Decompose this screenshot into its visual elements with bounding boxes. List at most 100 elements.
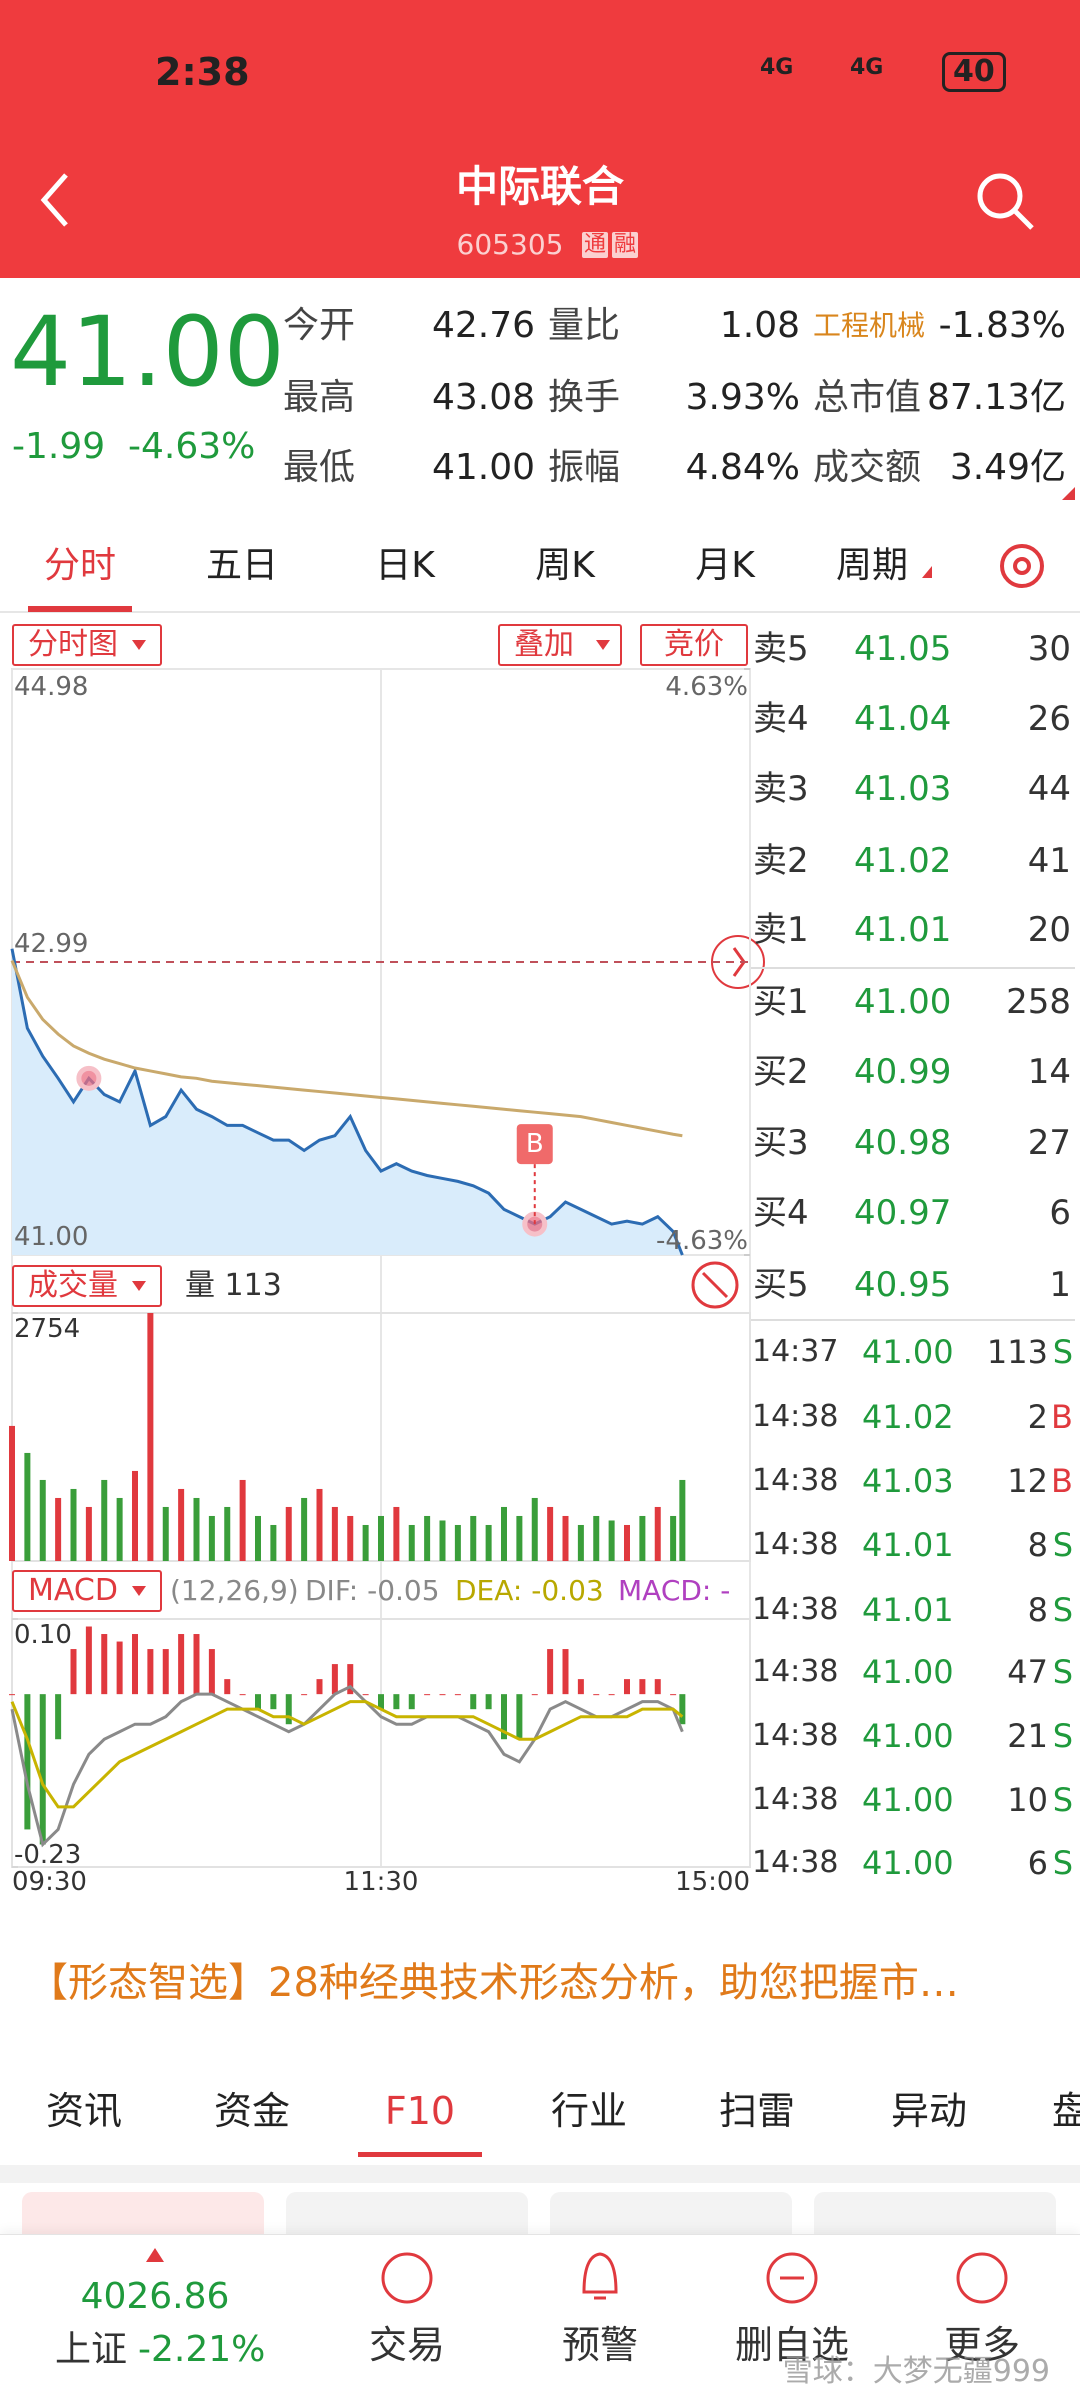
dropdown-arrow bbox=[596, 640, 610, 650]
book-level: 卖2 bbox=[753, 841, 809, 881]
dea-label: DEA: -0.03 bbox=[455, 1574, 604, 1607]
book-price: 40.97 bbox=[854, 1193, 952, 1233]
trade-price: 41.01 bbox=[862, 1591, 954, 1629]
button-label: 叠加 bbox=[514, 627, 574, 662]
info-tab[interactable]: 扫雷 bbox=[718, 2089, 796, 2133]
trade-side: B bbox=[1051, 1398, 1073, 1436]
info-tab[interactable]: 行业 bbox=[550, 2089, 628, 2133]
info-tab[interactable]: 资金 bbox=[213, 2089, 291, 2133]
y-tick-label: 0.10 bbox=[14, 1620, 72, 1650]
period-tab[interactable]: 周K bbox=[535, 545, 595, 586]
trade-volume: 12 bbox=[1007, 1462, 1048, 1500]
book-volume: 14 bbox=[1027, 1052, 1071, 1092]
period-tab[interactable]: 分时 bbox=[43, 545, 117, 586]
x-tick-label: 09:30 bbox=[12, 1867, 87, 1897]
period-tab[interactable]: 五日 bbox=[205, 545, 279, 586]
info-tab[interactable]: F10 bbox=[384, 2089, 456, 2133]
info-tab[interactable]: 异动 bbox=[890, 2089, 968, 2133]
volume-button[interactable] bbox=[12, 1265, 162, 1307]
nav-label[interactable]: 删自选 bbox=[734, 2323, 850, 2367]
stat-value: 41.00 bbox=[431, 447, 535, 488]
volume-bar bbox=[270, 1524, 277, 1561]
status-network: 4G bbox=[760, 55, 794, 80]
button-label: 竞价 bbox=[664, 627, 724, 662]
index-value: 4026.86 bbox=[80, 2276, 230, 2317]
button-label: 成交量 bbox=[28, 1268, 118, 1303]
info-tab[interactable]: 资讯 bbox=[45, 2089, 123, 2133]
trade-time: 14:38 bbox=[752, 1592, 839, 1627]
macd-bar bbox=[679, 1694, 686, 1725]
nav-label[interactable]: 交易 bbox=[368, 2323, 446, 2367]
average-line bbox=[10, 959, 683, 1138]
chart-mode-button[interactable] bbox=[12, 624, 162, 666]
section-separator bbox=[0, 2165, 1080, 2183]
nav-label[interactable]: 预警 bbox=[561, 2323, 639, 2367]
book-volume: 41 bbox=[1027, 841, 1071, 881]
settings-button[interactable] bbox=[1000, 544, 1044, 588]
search-button[interactable] bbox=[977, 173, 1023, 219]
trade-side: S bbox=[1052, 1717, 1073, 1755]
trade-icon[interactable] bbox=[381, 2252, 433, 2304]
volume-bar bbox=[301, 1497, 308, 1561]
macd-bar bbox=[501, 1694, 507, 1740]
back-button[interactable] bbox=[40, 173, 68, 227]
nav-label[interactable]: 更多 bbox=[943, 2323, 1021, 2367]
book-level: 卖5 bbox=[753, 629, 809, 669]
book-price: 41.04 bbox=[854, 699, 952, 739]
stat-label: 今开 bbox=[283, 305, 356, 346]
volume-bar bbox=[132, 1470, 138, 1561]
book-level: 卖1 bbox=[753, 910, 809, 950]
stat-value: 43.08 bbox=[431, 377, 535, 418]
stat-label: 量比 bbox=[548, 305, 621, 346]
trade-price: 41.00 bbox=[862, 1781, 954, 1819]
book-price: 40.95 bbox=[854, 1265, 952, 1305]
trade-side: S bbox=[1052, 1333, 1073, 1371]
trade-price: 41.00 bbox=[862, 1844, 954, 1882]
price-area bbox=[12, 948, 683, 1255]
macd-bar bbox=[347, 1664, 354, 1695]
macd-bar bbox=[316, 1679, 323, 1695]
overlay-button[interactable] bbox=[498, 624, 622, 666]
macd-bar bbox=[485, 1694, 492, 1710]
volume-bar bbox=[239, 1479, 246, 1561]
macd-bar bbox=[147, 1649, 154, 1695]
macd-bar bbox=[24, 1694, 31, 1830]
more-icon[interactable] bbox=[956, 2252, 1008, 2304]
book-price: 41.00 bbox=[854, 982, 952, 1022]
auction-button[interactable] bbox=[640, 624, 748, 666]
macd-bar bbox=[9, 1694, 15, 1696]
fullscreen-arrow bbox=[701, 1271, 729, 1299]
macd-bar bbox=[162, 1649, 169, 1695]
stat-label: 总市值 bbox=[813, 377, 922, 418]
macd-bar bbox=[531, 1694, 538, 1696]
signal-badge bbox=[516, 1124, 553, 1165]
macd-bar bbox=[624, 1679, 630, 1695]
period-tab[interactable]: 月K bbox=[695, 545, 755, 586]
volume-bar bbox=[347, 1515, 354, 1561]
remove-watch-icon[interactable] bbox=[766, 2252, 818, 2304]
book-volume: 1 bbox=[1049, 1265, 1071, 1305]
info-tab[interactable]: 盘 bbox=[1051, 2089, 1080, 2133]
macd-button[interactable] bbox=[12, 1570, 162, 1612]
volume-bar bbox=[101, 1479, 108, 1561]
period-tab[interactable]: 日K bbox=[375, 545, 435, 586]
macd-bar bbox=[378, 1694, 384, 1710]
volume-bar bbox=[316, 1488, 323, 1561]
trade-time: 14:38 bbox=[752, 1463, 839, 1498]
volume-bar bbox=[362, 1524, 369, 1561]
book-volume: 44 bbox=[1027, 769, 1071, 809]
macd-bar bbox=[639, 1679, 646, 1695]
search-handle bbox=[1012, 208, 1034, 230]
volume-bar bbox=[224, 1506, 231, 1561]
badge: 通 bbox=[582, 232, 609, 258]
period-tab[interactable]: 周期 bbox=[835, 545, 909, 586]
fullscreen-button[interactable] bbox=[691, 1261, 739, 1309]
stock-name: 中际联合 bbox=[455, 162, 625, 211]
price-change-pct: -4.63% bbox=[128, 426, 256, 467]
status-time: 2:38 bbox=[155, 50, 250, 94]
alert-icon[interactable] bbox=[582, 2252, 618, 2300]
promo-banner[interactable]: 【形态智选】28种经典技术形态分析，助您把握市… bbox=[28, 1960, 959, 2006]
book-price: 41.05 bbox=[854, 629, 952, 669]
book-level: 卖3 bbox=[753, 769, 809, 809]
book-level: 买3 bbox=[753, 1123, 809, 1163]
